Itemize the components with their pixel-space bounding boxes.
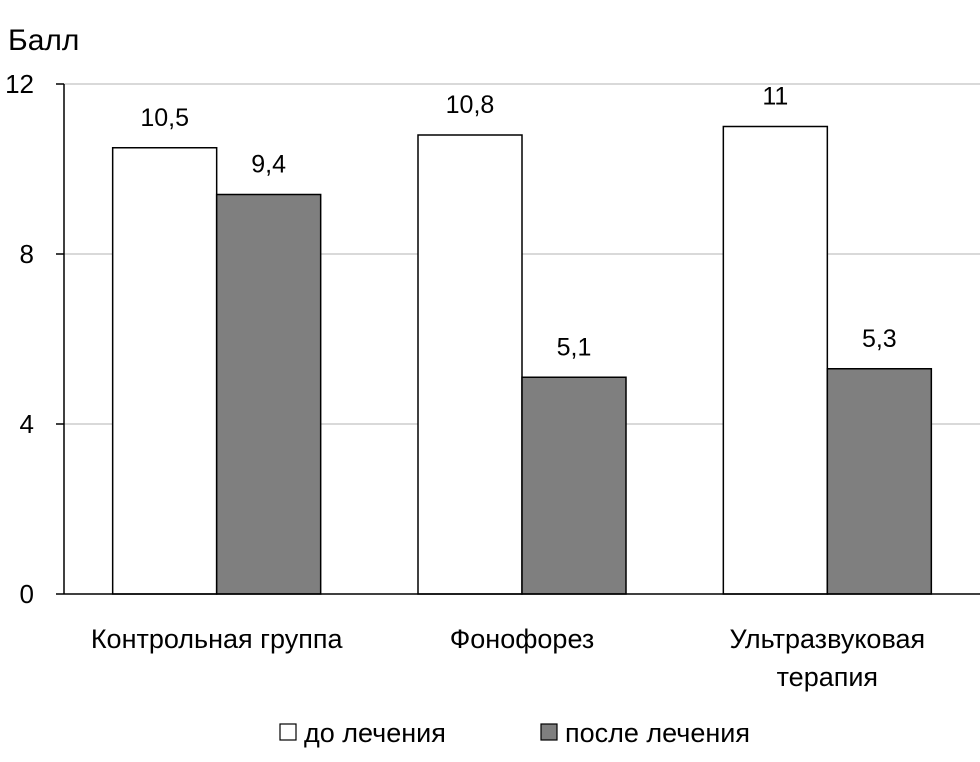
bar — [111, 147, 218, 595]
legend-swatch — [540, 723, 558, 741]
category-label: Ультразвуковая — [730, 624, 926, 654]
y-tick-label: 8 — [20, 239, 34, 269]
bar — [417, 134, 523, 595]
data-label: 5,1 — [557, 333, 592, 361]
bars — [111, 125, 933, 595]
data-label: 10,8 — [446, 91, 495, 119]
data-label: 5,3 — [862, 325, 897, 353]
category-label: терапия — [777, 662, 878, 692]
bar — [521, 376, 627, 595]
y-tick-label: 0 — [20, 579, 34, 609]
category-label: Фонофорез — [450, 624, 595, 654]
category-label: Контрольная группа — [91, 624, 344, 654]
bar — [826, 368, 933, 595]
category-labels: Контрольная группа Фонофорез Ультразвукова… — [91, 624, 925, 692]
data-label: 9,4 — [251, 151, 286, 179]
legend-swatch — [279, 723, 297, 741]
data-labels: 10,5 9,4 10,8 5,1 11 5,3 — [140, 83, 896, 362]
y-axis-ticks: 0 4 8 12 — [5, 69, 64, 609]
y-tick-label: 4 — [20, 409, 34, 439]
y-axis-label: Балл — [8, 24, 79, 57]
y-tick-label: 12 — [5, 69, 34, 99]
legend-label: до лечения — [304, 718, 446, 748]
legend-label: после лечения — [565, 718, 750, 748]
data-label: 10,5 — [140, 104, 189, 132]
data-label: 11 — [762, 83, 788, 111]
legend: до лечения после лечения — [279, 718, 750, 748]
bar — [215, 193, 322, 595]
bar — [722, 125, 829, 595]
